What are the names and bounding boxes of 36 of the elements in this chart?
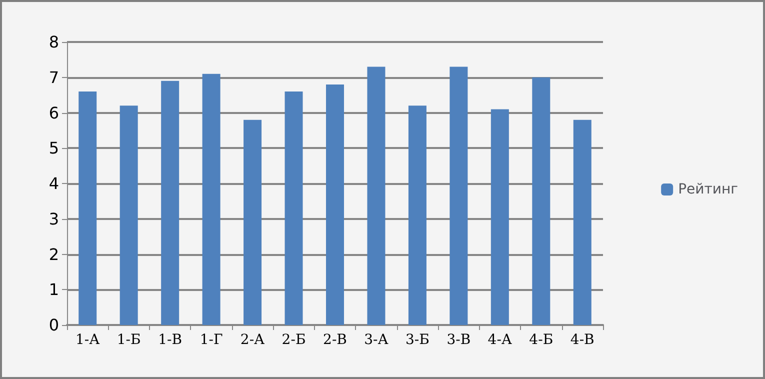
x-tick-label: 3-Б bbox=[405, 332, 430, 348]
bar bbox=[161, 80, 180, 325]
x-tick-label: 1-В bbox=[158, 332, 182, 348]
bar bbox=[450, 66, 468, 325]
x-tick-label: 3-А bbox=[364, 332, 389, 348]
bar bbox=[532, 77, 550, 325]
bar bbox=[326, 84, 344, 325]
bar bbox=[244, 120, 262, 325]
x-tick-label: 1-А bbox=[75, 332, 100, 348]
bar bbox=[573, 120, 592, 325]
y-tick-label: 6 bbox=[48, 103, 59, 122]
x-tick-label: 4-А bbox=[488, 332, 512, 348]
x-tick-label: 1-Б bbox=[116, 332, 141, 348]
x-tick-label: 2-В bbox=[323, 332, 347, 348]
bar bbox=[490, 109, 509, 325]
y-tick-label: 5 bbox=[48, 138, 59, 158]
x-tick-label: 1-Г bbox=[200, 332, 223, 348]
y-tick-label: 3 bbox=[48, 209, 59, 228]
x-tick-label: 2-А bbox=[240, 332, 266, 348]
bar bbox=[120, 106, 138, 325]
y-tick-label: 1 bbox=[48, 280, 59, 300]
y-tick-label: 8 bbox=[48, 32, 59, 52]
bar bbox=[78, 92, 97, 325]
y-tick-label: 2 bbox=[48, 244, 59, 264]
bar bbox=[367, 66, 386, 325]
y-tick-label: 4 bbox=[48, 174, 59, 193]
x-tick-label: 4-В bbox=[570, 332, 594, 348]
bar bbox=[202, 74, 220, 325]
x-tick-label: 2-Б bbox=[282, 332, 306, 348]
legend-label: Рейтинг bbox=[678, 182, 738, 198]
x-tick-label: 4-Б bbox=[529, 332, 554, 348]
y-tick-label: 7 bbox=[48, 68, 59, 87]
bar bbox=[284, 92, 303, 325]
bar bbox=[408, 106, 426, 325]
y-tick-label: 0 bbox=[48, 316, 59, 334]
x-tick-label: 3-В bbox=[446, 332, 471, 348]
